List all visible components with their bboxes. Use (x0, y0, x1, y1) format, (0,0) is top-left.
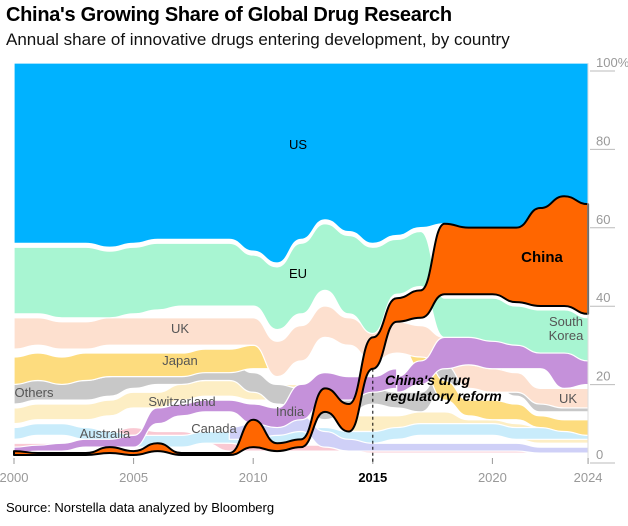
x-tick-label: 2020 (478, 470, 507, 485)
x-tick-label: 2000 (0, 470, 28, 485)
y-tick-label: 0 (596, 447, 603, 462)
series-label: Japan (162, 353, 197, 368)
y-tick-label: 60 (596, 212, 610, 227)
series-label: EU (289, 266, 307, 281)
series-label: India (276, 404, 305, 419)
series-label: Canada (191, 421, 237, 436)
series-label: Switzerland (148, 394, 215, 409)
chart-subtitle: Annual share of innovative drugs enterin… (6, 30, 510, 49)
source-note: Source: Norstella data analyzed by Bloom… (6, 500, 275, 515)
series-label: China (521, 249, 563, 266)
y-tick-label: 100% (596, 55, 628, 70)
series-label: UK (559, 391, 577, 406)
x-tick-label: 2024 (574, 470, 603, 485)
annotation-text-line2: regulatory reform (385, 388, 502, 404)
chart-title: China's Growing Share of Global Drug Res… (6, 4, 452, 26)
y-tick-label: 80 (596, 133, 610, 148)
y-tick-label: 20 (596, 369, 610, 384)
x-tick-label: 2010 (239, 470, 268, 485)
x-tick-label: 2005 (119, 470, 148, 485)
series-label: Others (14, 385, 54, 400)
y-tick-label: 40 (596, 290, 610, 305)
series-label: Australia (80, 426, 131, 441)
series-label: South (549, 314, 583, 329)
series-label: US (289, 137, 307, 152)
series-label: UK (171, 321, 189, 336)
x-tick-label: 2015 (358, 470, 387, 485)
series-label: Korea (549, 328, 584, 343)
annotation-text-line1: China's drug (385, 372, 470, 388)
